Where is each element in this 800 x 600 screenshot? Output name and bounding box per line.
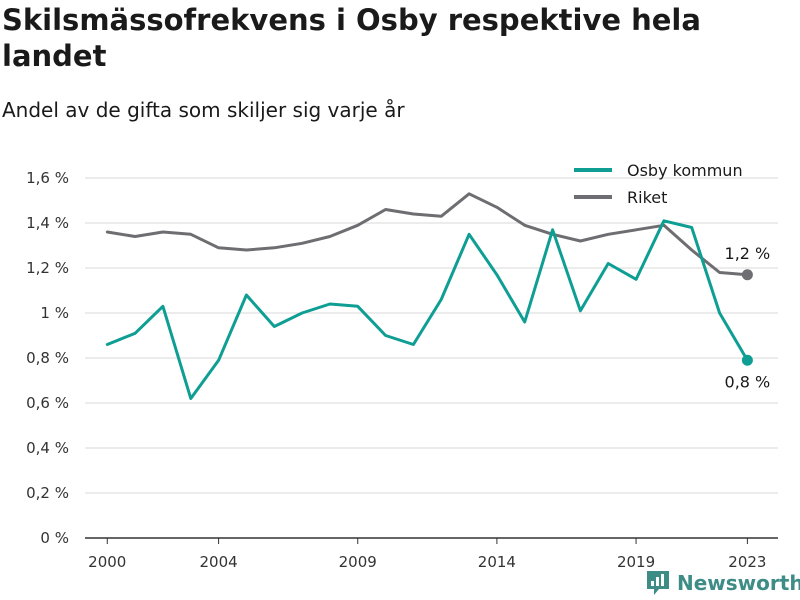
y-tick-label: 1,2 % xyxy=(26,259,69,277)
end-point xyxy=(741,269,753,281)
legend-label: Osby kommun xyxy=(627,161,743,180)
x-tick-label: 2019 xyxy=(617,553,655,571)
end-point xyxy=(741,354,753,366)
series-lines xyxy=(105,192,753,400)
x-tick-label: 2004 xyxy=(199,553,237,571)
bar-chart-icon xyxy=(647,571,669,595)
x-tick-label: 2000 xyxy=(88,553,126,571)
end-value-label: 1,2 % xyxy=(725,244,771,263)
y-tick-label: 0,8 % xyxy=(26,349,69,367)
legend-label: Riket xyxy=(627,188,667,207)
y-tick-label: 1 % xyxy=(40,304,69,322)
gridlines xyxy=(85,177,778,539)
y-axis: 0 % 0,2 % 0,4 % 0,6 % 0,8 % 1 % 1,2 % 1,4 % 1,6 … xyxy=(26,169,69,547)
x-tick-label: 2014 xyxy=(478,553,516,571)
chart-subtitle: Andel av de gifta som skiljer sig varje … xyxy=(2,98,405,122)
y-tick-label: 0 % xyxy=(40,529,69,547)
end-labels: 0,8 % 1,2 % xyxy=(725,244,771,392)
series-line-osby-kommun xyxy=(105,219,749,400)
newsworthy-logo: Newsworthy xyxy=(645,568,800,598)
y-tick-label: 0,6 % xyxy=(26,394,69,412)
x-axis: 2000 2004 2009 2014 2019 2023 xyxy=(88,538,766,571)
y-tick-label: 0,4 % xyxy=(26,439,69,457)
y-tick-label: 1,6 % xyxy=(26,169,69,187)
legend: Osby kommun Riket xyxy=(574,161,743,207)
series-line-riket xyxy=(105,192,749,277)
chart-title: Skilsmässofrekvens i Osby respektive hel… xyxy=(2,3,701,73)
x-tick-label: 2023 xyxy=(728,553,766,571)
y-tick-label: 1,4 % xyxy=(26,214,69,232)
brand-name: Newsworthy xyxy=(677,571,800,595)
x-tick-label: 2009 xyxy=(339,553,377,571)
end-value-label: 0,8 % xyxy=(725,372,771,391)
y-tick-label: 0,2 % xyxy=(26,484,69,502)
